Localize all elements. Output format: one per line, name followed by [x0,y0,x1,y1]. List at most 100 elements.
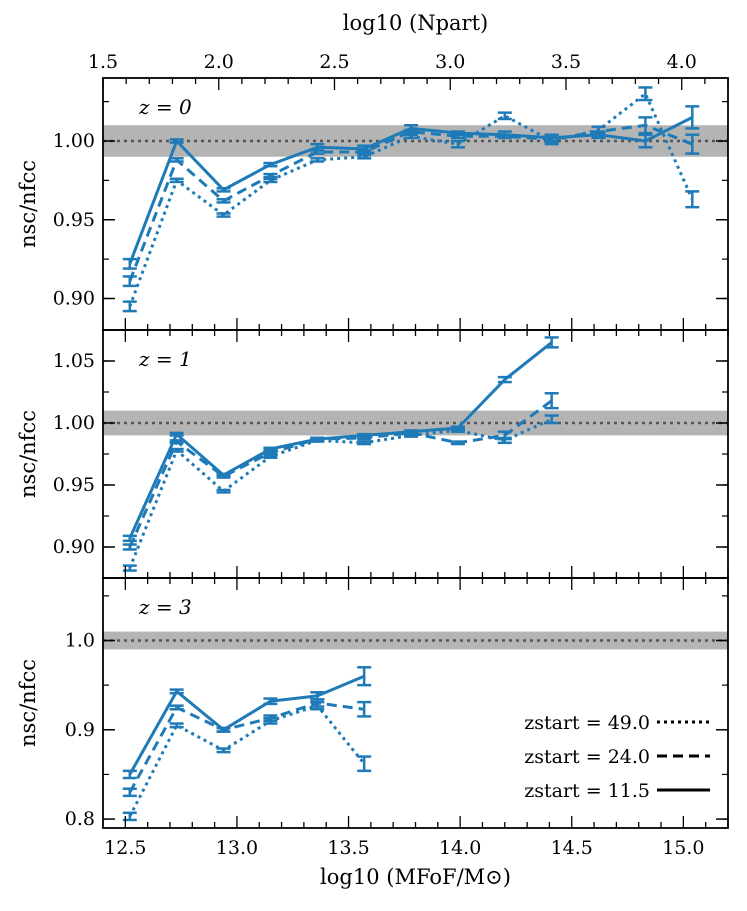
panel-3-title: z = 3 [138,595,192,619]
panel-2-series-dashed-errorbar-7 [450,440,465,446]
panel-2-series-dashed-errorbar-2 [216,473,231,479]
panel-1-series-dashed-errorbar-3 [263,172,278,179]
panel-1-series-dotted-errorbar-3 [263,177,278,184]
panel-3-ylabel: nsc/nfcc [16,659,40,747]
panel-2-ytick-label: 0.90 [53,536,95,558]
panel-1-series-dotted-errorbar-9 [544,136,559,146]
panel-3-series-solid-line [128,674,365,776]
panel-3-ytick-label: 1.0 [65,630,95,652]
panel-2-ytick-label: 0.95 [53,474,95,496]
panel-3-series-solid-errorbar-0 [122,769,137,780]
panel-2-ylabel: nsc/nfcc [16,410,40,498]
panel-3-tolerance-band [103,631,728,650]
panel-1-series-dotted-errorbar-6 [404,133,419,140]
panel-1-ytick-label: 0.95 [53,209,95,231]
legend-label-solid: zstart = 11.5 [524,780,650,802]
top-axis-label: log10 (Npart) [343,11,488,35]
x-tick-label: 14.5 [551,837,593,859]
panel-1-ylabel: nsc/nfcc [16,160,40,248]
panel-3-ytick-label: 0.9 [65,719,95,741]
panel-2-ytick-label: 1.05 [53,350,95,372]
legend: zstart = 49.0 zstart = 24.0 zstart = 11.5 [524,712,710,802]
panel-1-series-dotted-errorbar-0 [122,300,137,313]
panel-1-series-dotted-errorbar-1 [169,177,184,184]
panel-2-series-dotted-errorbar-7 [450,427,465,433]
top-axis-tick-label: 3.0 [435,51,465,73]
x-tick-label: 15.0 [662,837,704,859]
panel-1-series-dotted-errorbar-8 [497,111,512,121]
panel-3-series-dashed-errorbar-0 [122,787,137,798]
panel-2-series-solid-errorbar-8 [497,375,512,384]
panel-1-series-solid-errorbar-1 [169,138,184,144]
panel-1-series-dotted-errorbar-7 [450,139,465,149]
panel-3-series-solid-errorbar-5 [357,666,372,687]
panel-2-series-dotted-errorbar-3 [263,453,278,459]
panel-3-series-dotted-errorbar-2 [216,747,231,754]
panel-1-ytick-label: 0.90 [53,288,95,310]
panel-1-series-dashed-errorbar-8 [497,133,512,140]
panel-1-series-solid-errorbar-12 [685,105,700,130]
data-series [122,86,700,822]
labels: 0.90 0.95 1.00 z = 0 nsc/nfcc 0.90 0.95 1.00 1.0… [16,11,705,889]
panel-3-series-dotted-line [128,704,366,818]
panel-3-series-dotted-errorbar-1 [169,722,184,729]
panel-3-series-dotted-errorbar-4 [310,700,325,711]
panel-2-series-dashed-errorbar-0 [122,543,137,551]
x-tick-label: 13.0 [216,837,258,859]
panel-2-series-dashed-errorbar-5 [357,435,372,441]
panel-1-series-dotted-errorbar-4 [310,157,325,163]
panel-1-series-dashed-errorbar-7 [450,133,465,140]
legend-label-dotted: zstart = 49.0 [524,712,650,734]
panel-1-series-dashed-errorbar-0 [122,275,137,288]
panel-1-ytick-label: 1.00 [53,130,95,152]
x-tick-label: 13.5 [327,837,369,859]
panel-1-series-dotted-errorbar-5 [357,153,372,160]
panel-1-series-solid-errorbar-2 [216,187,231,193]
panel-3-series-solid-errorbar-1 [169,688,184,695]
panel-2-series-dotted-errorbar-5 [357,440,372,446]
panel-2-series-solid-line [128,341,553,539]
panel-2-series-dotted-errorbar-2 [216,488,231,494]
panel-3-series-dotted-errorbar-3 [263,716,278,725]
panel-2-series-solid-errorbar-9 [544,336,559,349]
panel-2-series-dashed-errorbar-1 [169,439,184,445]
panel-1-series-dotted-errorbar-11 [638,86,653,102]
panel-3-series-dashed-errorbar-1 [169,704,184,711]
panel-1-series-dashed-errorbar-12 [685,133,700,155]
axes [102,77,729,829]
panel-1-title: z = 0 [138,95,192,119]
panel-3-series-dashed-errorbar-2 [216,726,231,733]
panel-2-ytick-label: 1.00 [53,412,95,434]
top-axis-tick-label: 2.5 [319,51,349,73]
top-axis-tick-label: 2.0 [204,51,234,73]
panel-1-series-dashed-errorbar-6 [404,128,419,135]
panel-3-ytick-label: 0.8 [65,808,95,830]
legend-label-dashed: zstart = 24.0 [524,746,650,768]
x-tick-label: 14.0 [439,837,481,859]
panel-1-series-dotted-errorbar-2 [216,212,231,218]
panel-1-series-dashed-errorbar-4 [310,149,325,155]
top-axis-tick-label: 4.0 [667,51,697,73]
panel-1-series-dashed-errorbar-1 [169,157,184,163]
panel-3-series-dashed-line [128,701,365,794]
panel-2-series-dotted-errorbar-6 [404,432,419,438]
panel-2-series-dotted-errorbar-8 [497,436,512,445]
tolerance-bands [103,125,728,650]
panel-1-series-dashed-errorbar-2 [216,198,231,204]
panel-1-series-solid-errorbar-3 [263,161,278,168]
panel-2-series-dotted-line [128,417,553,569]
panel-1-frame [102,77,729,331]
top-axis-tick-label: 3.5 [551,51,581,73]
reference-lines [103,139,728,642]
panel-3-series-dashed-errorbar-5 [357,700,372,718]
panel-2-series-dotted-errorbar-1 [169,447,184,453]
panel-2-series-dotted-errorbar-9 [544,414,559,425]
panel-2-frame [102,329,729,579]
panel-2-series-solid-errorbar-0 [122,534,137,543]
panel-1-series-solid-errorbar-11 [638,133,653,149]
panel-3-series-solid-errorbar-3 [263,697,278,706]
x-tick-label: 12.5 [104,837,146,859]
panel-2-series-dotted-errorbar-4 [310,437,325,443]
x-axis-label: log10 (MFoF/M⊙) [320,865,511,889]
